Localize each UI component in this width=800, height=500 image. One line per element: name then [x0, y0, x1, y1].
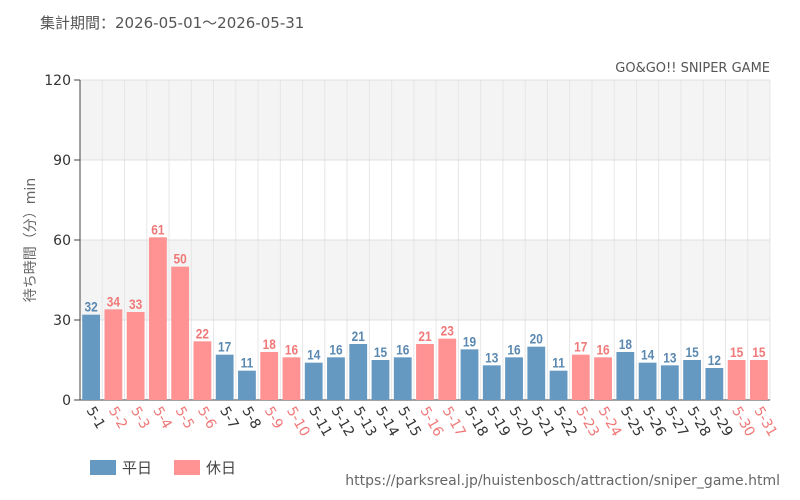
- x-tick-label: 5-9: [261, 404, 286, 432]
- x-tick-label: 5-4: [149, 404, 174, 432]
- legend-item-holiday: 休日: [174, 457, 236, 478]
- bar: [571, 354, 590, 400]
- bar: [393, 357, 412, 400]
- bar-value-label: 12: [708, 352, 721, 368]
- legend: 平日 休日: [90, 457, 258, 478]
- bar-value-label: 16: [285, 341, 298, 357]
- bar: [149, 237, 167, 400]
- bar-value-label: 20: [530, 331, 543, 347]
- bar: [482, 365, 501, 400]
- bar-value-label: 17: [218, 339, 231, 355]
- bar-value-label: 16: [507, 341, 520, 357]
- bar-value-label: 18: [263, 336, 276, 352]
- bar: [171, 266, 190, 400]
- bar-value-label: 21: [418, 328, 431, 344]
- bar: [527, 346, 546, 400]
- x-tick-label: 5-31: [750, 404, 780, 440]
- bar: [193, 341, 212, 400]
- bar: [749, 360, 768, 400]
- bar: [727, 360, 746, 400]
- y-tick-label: 90: [53, 153, 71, 169]
- x-tick-label: 5-7: [216, 404, 241, 432]
- bar: [549, 370, 568, 400]
- bar-value-label: 21: [352, 328, 365, 344]
- x-tick-label: 5-6: [194, 404, 219, 432]
- y-axis-label: 待ち時間（分）min: [23, 178, 39, 302]
- bar-value-label: 33: [129, 296, 142, 312]
- bar-value-label: 13: [485, 349, 498, 365]
- bar-value-label: 50: [174, 251, 187, 267]
- bar-value-label: 14: [641, 347, 655, 363]
- bar-value-label: 34: [107, 293, 121, 309]
- y-tick-label: 120: [44, 73, 71, 89]
- bar: [260, 352, 279, 400]
- legend-swatch-weekday: [90, 460, 116, 475]
- bar: [327, 357, 345, 400]
- legend-label-weekday: 平日: [122, 459, 153, 477]
- bar: [594, 357, 612, 400]
- bar-value-label: 15: [374, 344, 387, 360]
- bar: [349, 344, 368, 400]
- plot-band: [80, 160, 770, 240]
- bar: [683, 360, 701, 400]
- bar: [416, 344, 434, 400]
- bar-value-label: 22: [196, 325, 209, 341]
- bar-value-label: 15: [730, 344, 743, 360]
- bar: [438, 338, 457, 400]
- period-label: 集計期間：2026-05-01～2026-05-31: [40, 14, 305, 32]
- bar-value-label: 23: [441, 323, 454, 339]
- bar-value-label: 32: [85, 299, 98, 315]
- bar: [82, 314, 101, 400]
- x-tick-label: 5-1: [83, 404, 108, 432]
- legend-item-weekday: 平日: [90, 457, 152, 478]
- legend-label-holiday: 休日: [206, 459, 237, 477]
- bar: [638, 362, 657, 400]
- x-tick-label: 5-3: [127, 404, 152, 432]
- y-tick-label: 0: [62, 393, 71, 409]
- source-url: https://parksreal.jp/huistenbosch/attrac…: [345, 473, 780, 489]
- bar: [304, 362, 323, 400]
- bar: [705, 368, 724, 400]
- bar-value-label: 18: [619, 336, 632, 352]
- plot-band: [80, 240, 770, 320]
- bar-value-label: 15: [685, 344, 698, 360]
- x-tick-label: 5-8: [238, 404, 263, 432]
- bar: [505, 357, 523, 400]
- bar: [660, 365, 679, 400]
- bar: [371, 360, 390, 400]
- bar-value-label: 11: [241, 355, 254, 371]
- x-tick-label: 5-5: [172, 404, 197, 432]
- bar-value-label: 16: [596, 341, 609, 357]
- chart-title: GO&GO!! SNIPER GAME: [615, 61, 770, 76]
- y-tick-label: 60: [53, 233, 71, 249]
- bar: [215, 354, 234, 400]
- y-tick-label: 30: [53, 313, 71, 329]
- bar: [104, 309, 123, 400]
- bar-value-label: 16: [396, 341, 409, 357]
- bar-value-label: 15: [752, 344, 765, 360]
- bar: [238, 370, 256, 400]
- bar: [616, 352, 635, 400]
- bar: [460, 349, 479, 400]
- bar: [282, 357, 301, 400]
- bar-value-label: 16: [329, 341, 342, 357]
- bar-value-label: 19: [463, 333, 476, 349]
- x-tick-label: 5-2: [105, 404, 130, 432]
- bar-value-label: 17: [574, 339, 587, 355]
- bar-value-label: 13: [663, 349, 676, 365]
- bar: [126, 312, 145, 400]
- bar-value-label: 14: [307, 347, 321, 363]
- bar-value-label: 11: [552, 355, 565, 371]
- bar-value-label: 61: [151, 221, 164, 237]
- plot-band: [80, 80, 770, 160]
- legend-swatch-holiday: [174, 460, 201, 475]
